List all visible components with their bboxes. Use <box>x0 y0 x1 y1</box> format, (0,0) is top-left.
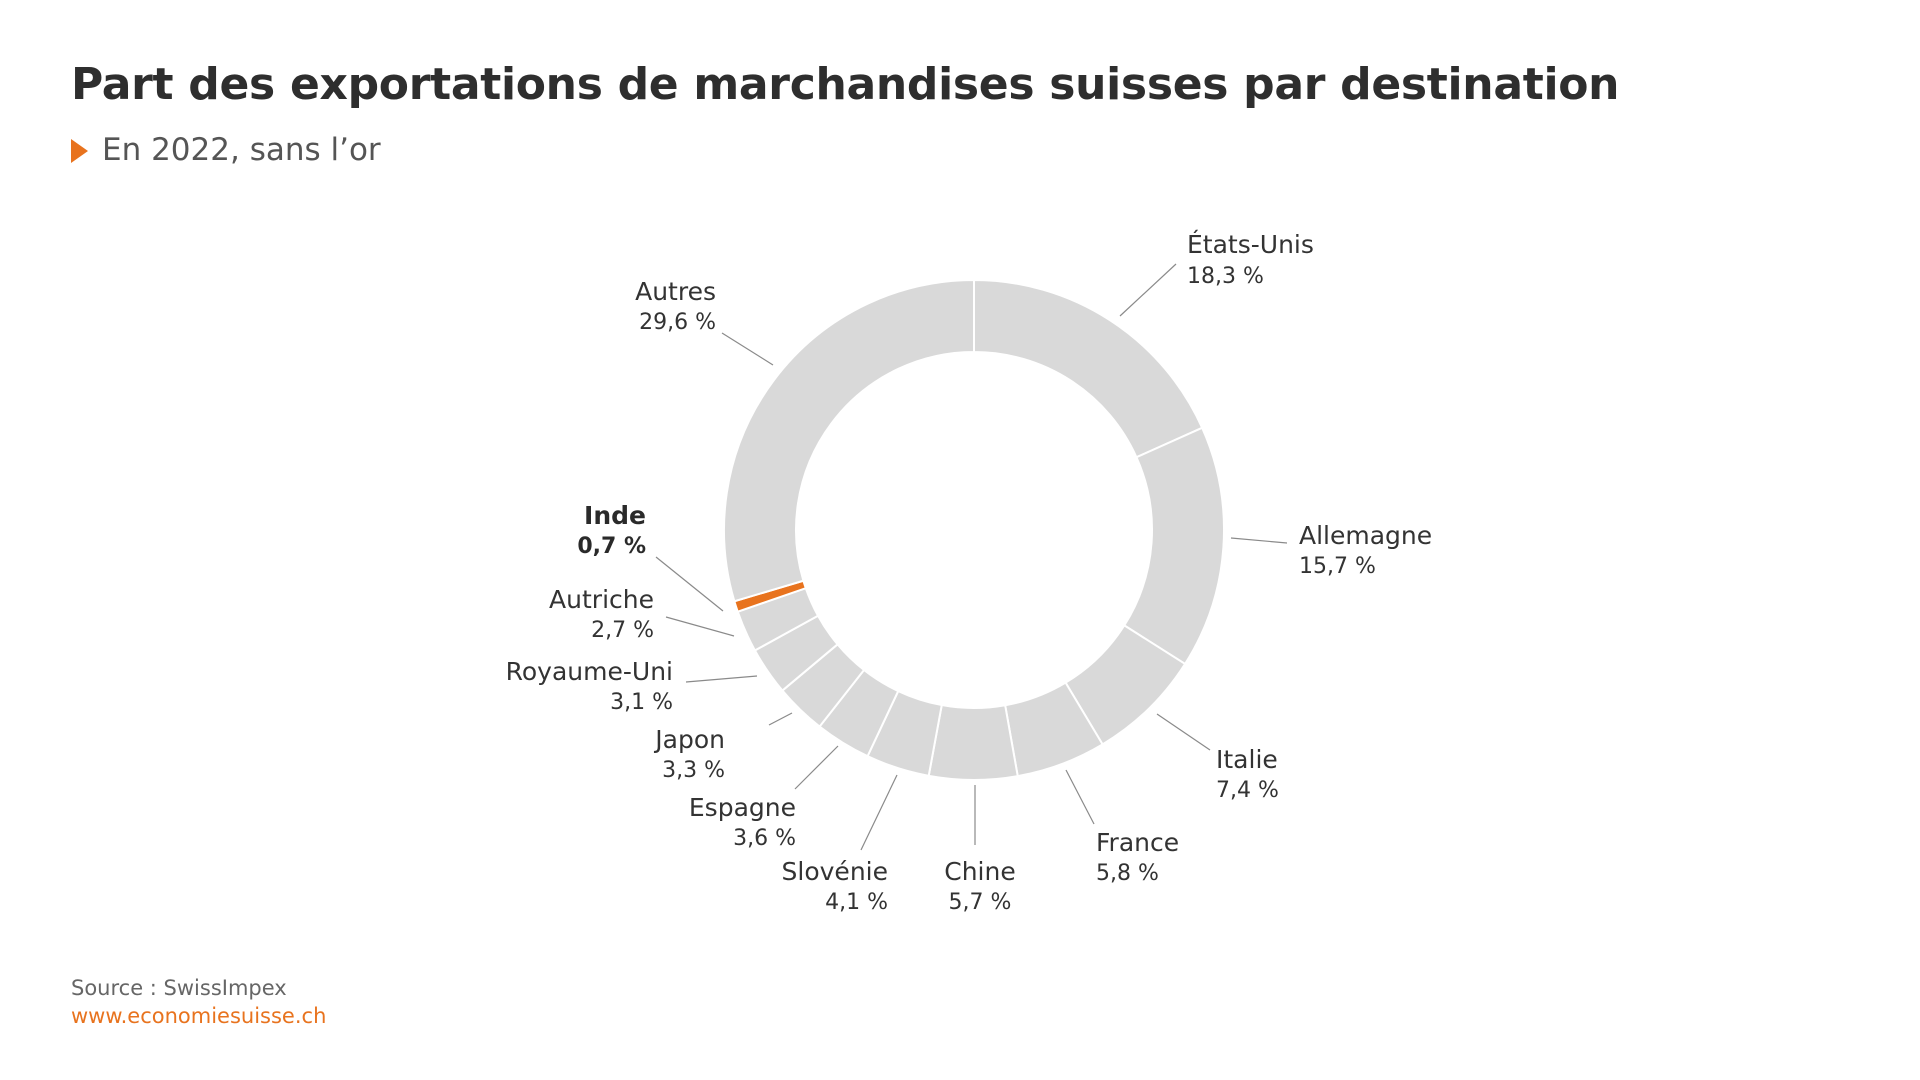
slice-label-slovenie: Slovénie <box>782 857 888 886</box>
slice-value-royaume-uni: 3,1 % <box>610 690 673 715</box>
chart-subtitle-text: En 2022, sans l’or <box>102 132 381 168</box>
leader-line-japon <box>768 712 793 726</box>
slice-chine <box>927 703 1019 781</box>
slice-label-italie: Italie <box>1216 745 1278 774</box>
slice-value-autres: 29,6 % <box>639 310 716 335</box>
slice-label-chine: Chine <box>944 857 1015 886</box>
leader-line-royaume-uni <box>685 675 758 683</box>
slice-label-etats-unis: États-Unis <box>1187 230 1314 259</box>
leader-line-france <box>1065 769 1095 825</box>
slice-autres <box>723 278 975 603</box>
donut-slices <box>723 278 1225 781</box>
chart-subtitle: En 2022, sans l’or <box>71 130 381 170</box>
leader-line-inde <box>655 556 724 612</box>
source-note: Source : SwissImpex <box>71 976 287 1000</box>
slice-label-allemagne: Allemagne <box>1299 521 1432 550</box>
slice-value-france: 5,8 % <box>1096 861 1159 886</box>
slice-value-slovenie: 4,1 % <box>825 890 888 915</box>
source-link[interactable]: www.economiesuisse.ch <box>71 1004 327 1028</box>
leader-lines <box>655 263 1288 851</box>
slice-label-autriche: Autriche <box>549 585 654 614</box>
slice-value-etats-unis: 18,3 % <box>1187 264 1264 289</box>
chart-title: Part des exportations de marchandises su… <box>71 59 1620 110</box>
leader-line-slovenie <box>860 774 898 851</box>
slice-label-japon: Japon <box>653 725 725 754</box>
slice-label-espagne: Espagne <box>689 793 796 822</box>
slice-label-royaume-uni: Royaume-Uni <box>506 657 673 686</box>
leader-line-italie <box>1156 713 1211 751</box>
leader-line-espagne <box>794 745 839 790</box>
slice-label-france: France <box>1096 828 1179 857</box>
leader-line-autriche <box>665 616 735 637</box>
slice-allemagne <box>1122 426 1225 666</box>
slice-value-espagne: 3,6 % <box>733 826 796 851</box>
slice-value-allemagne: 15,7 % <box>1299 554 1376 579</box>
leader-line-etats-unis <box>1119 263 1177 317</box>
slice-value-chine: 5,7 % <box>949 890 1012 915</box>
slice-value-inde: 0,7 % <box>577 534 646 559</box>
slice-labels: États-Unis 18,3 % Allemagne 15,7 % Italie 7,4… <box>506 230 1433 915</box>
slice-label-inde: Inde <box>584 501 646 530</box>
slice-value-autriche: 2,7 % <box>591 618 654 643</box>
slice-value-japon: 3,3 % <box>662 758 725 783</box>
slice-label-autres: Autres <box>635 277 716 306</box>
slice-value-italie: 7,4 % <box>1216 778 1279 803</box>
leader-line-autres <box>721 332 774 366</box>
leader-line-allemagne <box>1230 537 1288 544</box>
triangle-marker-icon <box>71 139 88 163</box>
slice-etats-unis <box>973 278 1204 459</box>
